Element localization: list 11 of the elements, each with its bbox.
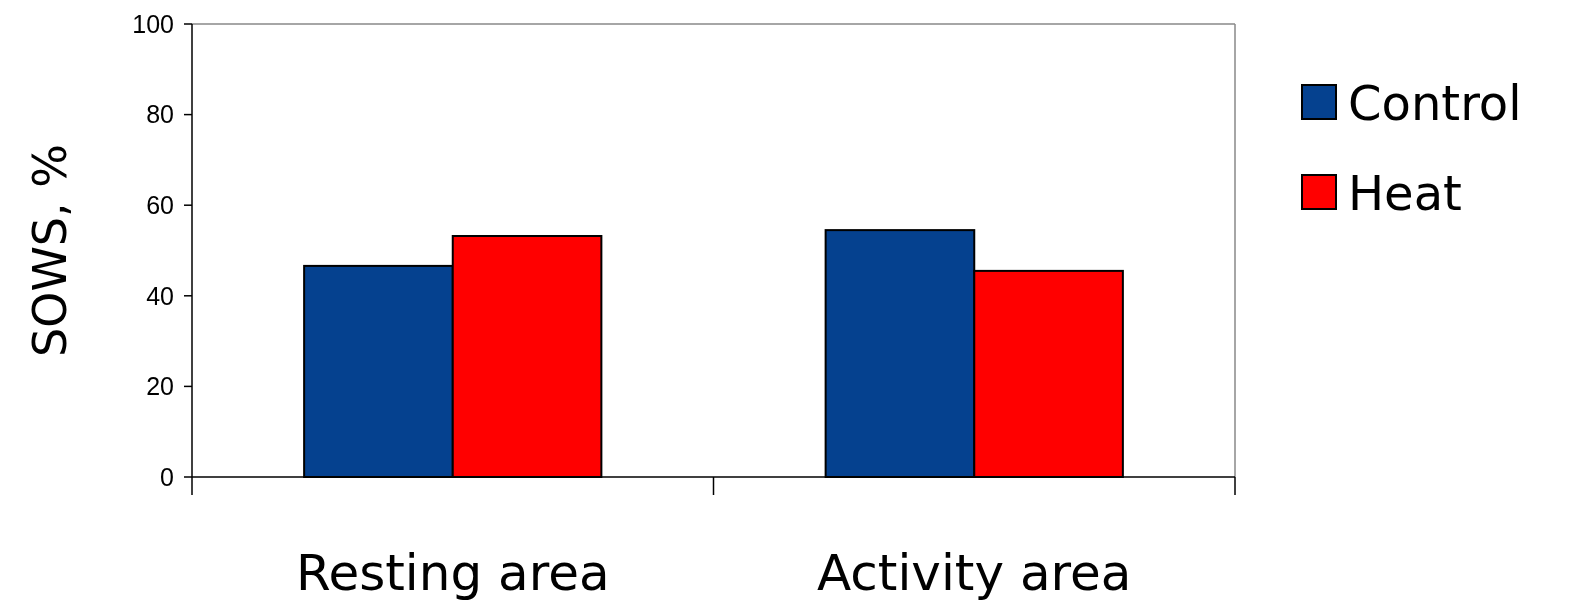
legend-label: Heat	[1348, 164, 1462, 221]
y-tick-label: 40	[146, 281, 174, 310]
legend-label: Control	[1348, 74, 1522, 131]
y-tick-label: 0	[160, 462, 174, 491]
y-tick-label: 100	[132, 9, 174, 38]
y-axis-title: SOWS, %	[23, 143, 77, 358]
y-tick-label: 20	[146, 372, 174, 401]
y-tick-label: 80	[146, 100, 174, 129]
x-tick-label: Activity area	[817, 544, 1132, 602]
x-tick-label: Resting area	[295, 544, 610, 602]
y-tick-label: 60	[146, 190, 174, 219]
